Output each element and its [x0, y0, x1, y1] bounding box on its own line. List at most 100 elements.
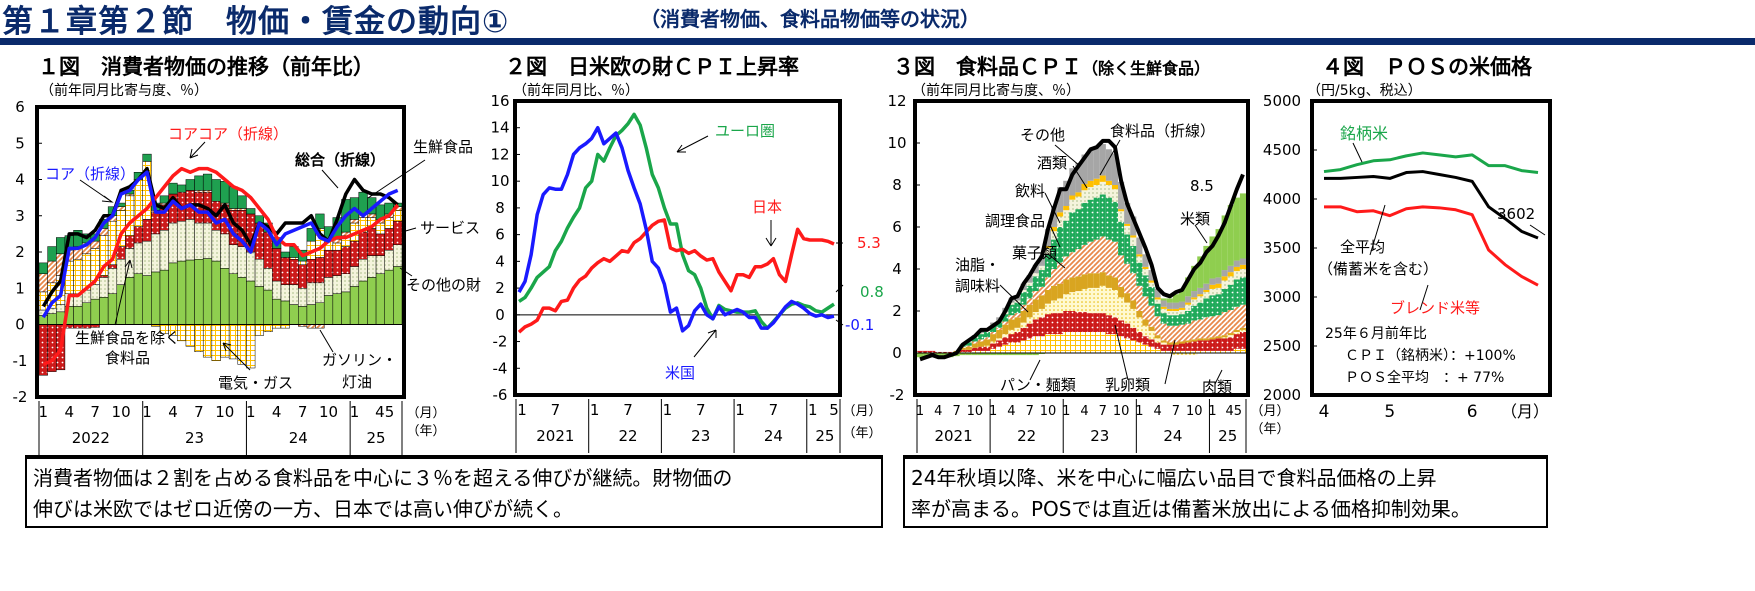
bar-segment [1093, 313, 1100, 332]
y-tick-label: 6 [495, 226, 505, 244]
bar-segment [1209, 337, 1216, 340]
plot-border [35, 105, 406, 399]
x-month-label: 4 [1007, 404, 1015, 419]
y-tick-label: 4000 [1263, 190, 1301, 208]
bar-segment [1014, 302, 1021, 314]
bar-segment [1233, 260, 1240, 267]
fig3-title-main: ３図 食料品ＣＰＩ [893, 55, 1082, 79]
bar-segment [1008, 334, 1015, 343]
fig3-label-dairy: 乳卵類 [1105, 376, 1151, 394]
bar-segment [1081, 288, 1088, 313]
bar-segment [1221, 276, 1228, 281]
fig1-label-core: コア（折線） [45, 165, 136, 183]
bar-segment [1081, 183, 1088, 191]
bar-segment [1038, 308, 1045, 318]
x-month-label: 1 [916, 404, 924, 419]
bar-segment [1191, 297, 1198, 300]
bar-segment [289, 257, 299, 260]
fig1-unit: （前年同月比寄与度、％） [40, 83, 208, 99]
bar-segment [1032, 276, 1039, 292]
bar-segment [1069, 332, 1076, 353]
bar-segment [185, 324, 195, 347]
bar-segment [1118, 209, 1125, 212]
bar-segment [1075, 276, 1082, 292]
bar-segment [1221, 215, 1228, 271]
bar-segment [1002, 321, 1009, 325]
line-series [41, 170, 399, 319]
bar-segment [332, 275, 342, 294]
bar-segment [1142, 254, 1149, 267]
bar-segment [1087, 332, 1094, 353]
bar-segment [1075, 249, 1082, 277]
bar-segment [1008, 342, 1015, 353]
bar-segment [1185, 323, 1192, 341]
bar-segment [996, 353, 1003, 356]
bar-segment [1087, 149, 1094, 181]
x-month-label: 1 [989, 404, 997, 419]
fig2-unit: （前年同月比、％） [513, 83, 639, 99]
bar-segment [1239, 264, 1246, 269]
bar-segment [194, 259, 204, 325]
bar-segment [1178, 301, 1186, 308]
bar-segment [1221, 350, 1228, 353]
x-month-unit: （月） [406, 406, 445, 421]
line-series [919, 138, 1245, 362]
bar-segment [159, 269, 169, 325]
bar-segment [1020, 322, 1027, 328]
bar-segment [1002, 314, 1009, 322]
bar-segment [1118, 211, 1125, 222]
bar-segment [1130, 245, 1137, 274]
bar-segment [1032, 299, 1039, 313]
summary-right-line-2: 率が高まる。POSでは直近は備蓄米放出による価格抑制効果。 [911, 497, 1471, 521]
bar-segment [349, 266, 360, 287]
bar-segment [116, 246, 126, 260]
bar-segment [1172, 344, 1179, 351]
bar-segment [959, 349, 966, 352]
bar-segment [306, 259, 316, 284]
y-tick-label: -4 [493, 359, 508, 377]
line-series [517, 125, 835, 333]
bar-segment [1185, 277, 1192, 297]
bar-segment [990, 325, 997, 332]
bar-segment [1057, 283, 1064, 299]
bar-segment [280, 300, 290, 325]
bar-segment [125, 277, 135, 325]
y-tick-label: 2 [892, 302, 902, 320]
x-year-label: 23 [1090, 427, 1109, 445]
bar-segment [990, 343, 997, 349]
bar-segment [1209, 288, 1216, 296]
bar-segment [1130, 273, 1137, 301]
bar-segment [1118, 320, 1125, 337]
bar-segment [116, 259, 126, 285]
bar-segment [1063, 311, 1070, 332]
bar-segment [1209, 295, 1216, 317]
bar-segment [1142, 325, 1149, 337]
y-tick-label: 2 [495, 279, 505, 297]
bar-segment [1178, 350, 1186, 353]
bar-segment [1020, 311, 1027, 323]
bar-segment [1081, 244, 1088, 275]
fig3-label-sweets: 菓子類 [1012, 244, 1058, 262]
bar-segment [315, 324, 325, 329]
bar-segment [965, 342, 972, 346]
bar-segment [349, 219, 360, 224]
y-tick-label: 16 [490, 92, 509, 110]
x-year-label: 23 [185, 429, 204, 447]
y-tick-label: -1 [13, 352, 28, 370]
bar-segment [1038, 286, 1045, 296]
bar-segment [1093, 185, 1100, 198]
bar-segment [90, 298, 100, 325]
x-month-label: 4 [934, 404, 942, 419]
bar-segment [1185, 350, 1192, 353]
fig4-unit: （円/5kg、税込） [1307, 83, 1422, 99]
bar-segment [971, 347, 978, 351]
bar-segment [1239, 327, 1246, 330]
x-year-label: 23 [691, 427, 710, 445]
bar-segment [1221, 270, 1228, 277]
bar-segment [133, 242, 143, 274]
bar-segment [1014, 313, 1021, 318]
line-series [1324, 170, 1539, 240]
bar-segment [1057, 298, 1064, 314]
bar-segment [1233, 197, 1240, 261]
